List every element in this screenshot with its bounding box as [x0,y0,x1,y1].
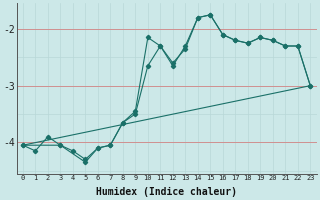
X-axis label: Humidex (Indice chaleur): Humidex (Indice chaleur) [96,186,237,197]
